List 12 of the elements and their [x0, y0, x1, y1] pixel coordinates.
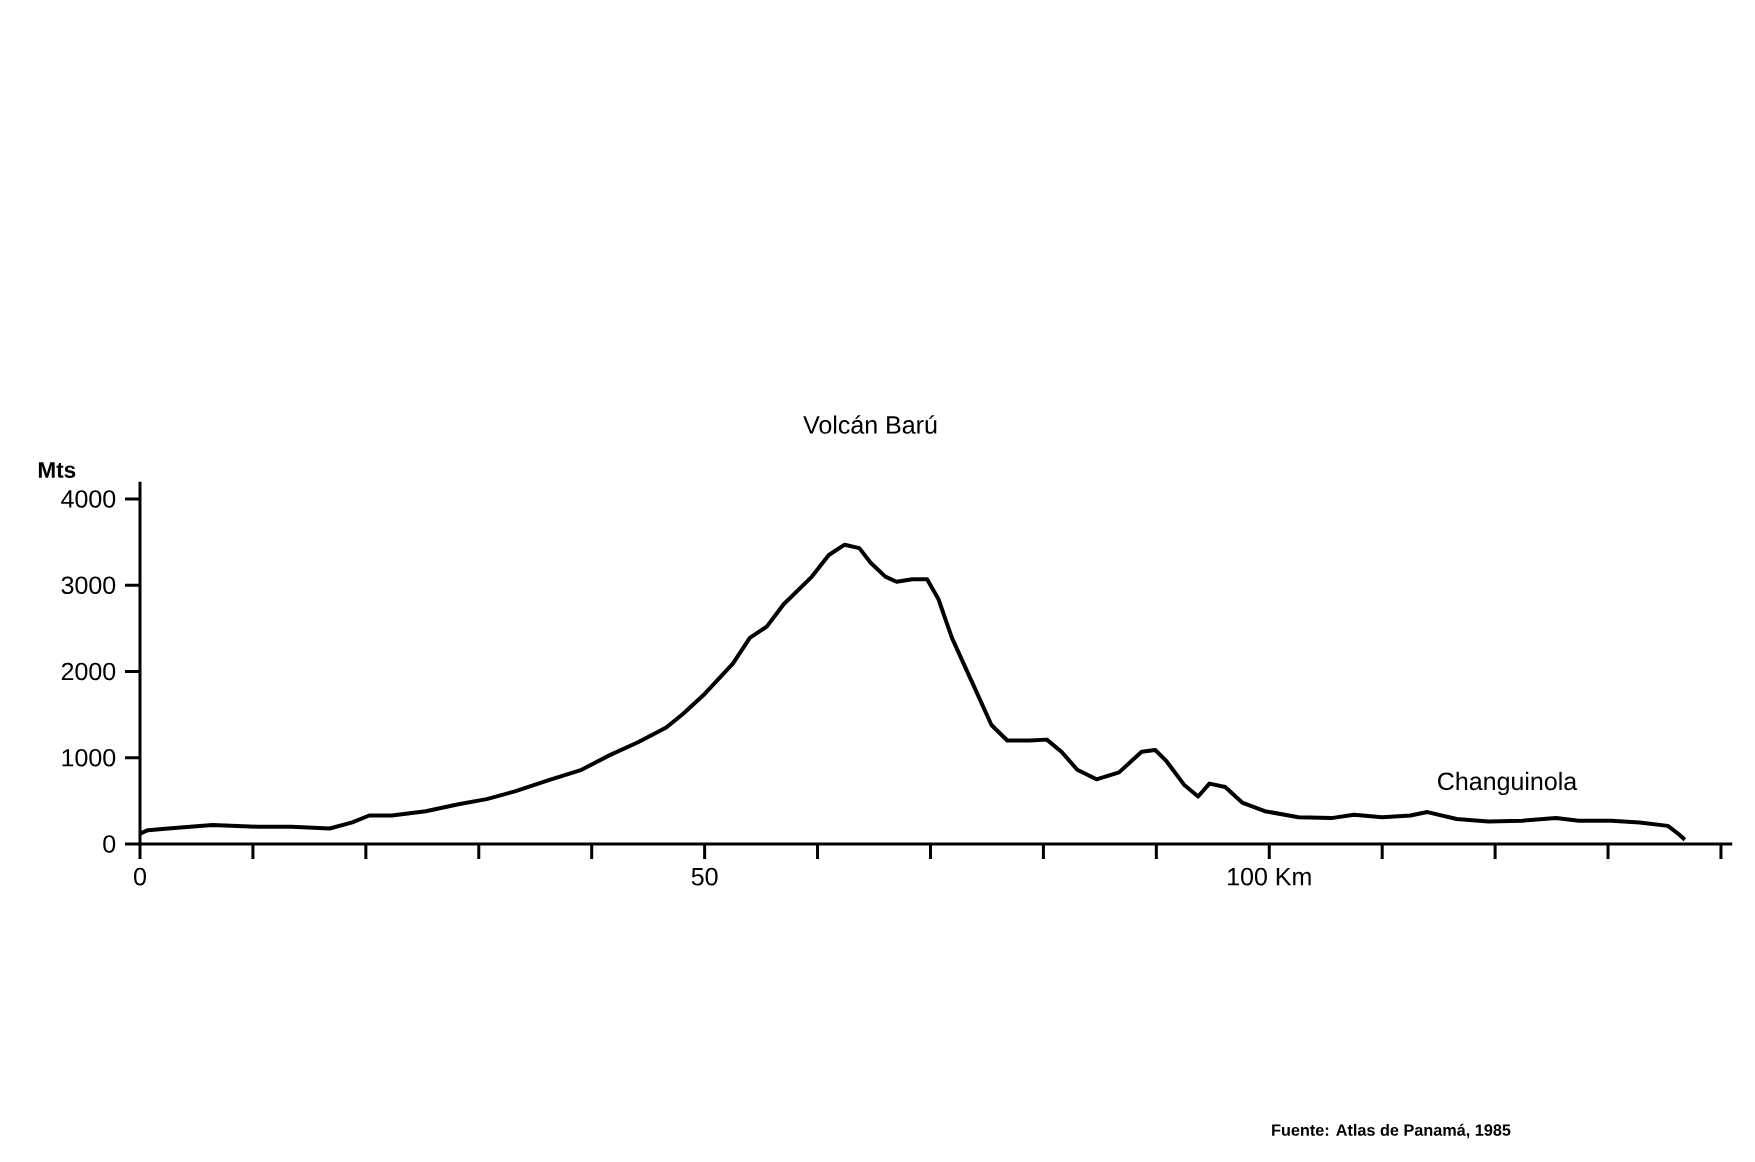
y-tick-label: 1000: [62, 748, 116, 767]
y-tick-label: 3000: [61, 576, 116, 595]
y-axis-title: Mts: [38, 462, 76, 478]
x-tick-label: 100 Km: [1228, 867, 1311, 886]
x-tick-label: 0: [134, 867, 146, 886]
y-tick-label: 2000: [61, 662, 116, 681]
annotation: Changuinola: [1438, 771, 1578, 796]
source-note: Fuente: Atlas de Panamá, 1985: [1272, 1123, 1511, 1139]
text: Volcán Barú: [803, 415, 937, 434]
y-tick-label: 0: [103, 835, 116, 853]
y-tick-label: 4000: [61, 490, 116, 508]
x-tick-label: 50: [691, 867, 718, 886]
